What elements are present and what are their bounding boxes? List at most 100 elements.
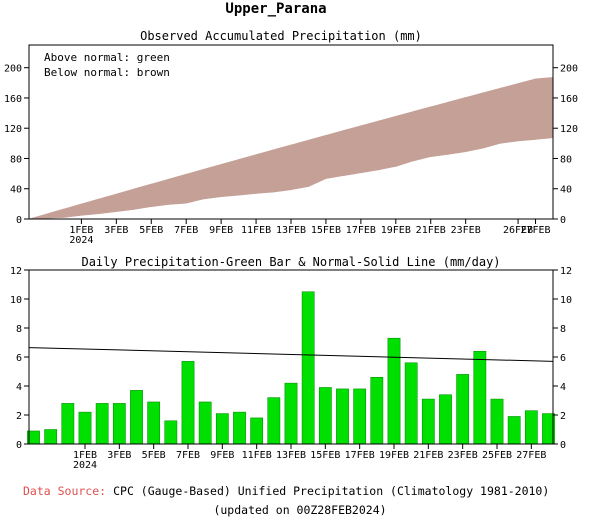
accum-xtick-label-5: 11FEB [241,225,271,236]
daily-xtick-label-8: 17FEB [345,450,375,461]
accum-segment-9 [185,168,204,204]
accum-segment-13 [255,149,274,194]
daily-ytick-label-right-5: 10 [560,295,572,306]
daily-bar-5 [112,403,126,445]
daily-xtick-label-9: 19FEB [379,450,409,461]
daily-bar-26 [473,350,487,445]
updated-text: (updated on 00Z28FEB2024) [213,503,386,517]
accum-segment-1 [46,208,65,219]
accum-chart: 0 0 40 40 80 80 120 120 160 160 200 200 1FEB 2024 3FEB… [4,44,578,246]
daily-bar-28 [507,416,521,445]
accum-segment-20 [378,115,397,171]
accum-ytick-label-right-2: 80 [560,154,572,165]
daily-bar-8 [164,420,178,445]
accum-ytick-label-left-3: 120 [4,124,22,135]
daily-ytick-label-left-6: 12 [10,266,22,277]
daily-bar-12 [233,411,246,445]
daily-bar-9 [181,361,195,445]
accum-segment-21 [395,111,414,167]
daily-bar-19 [353,388,367,445]
accum-segment-3 [81,198,100,216]
normal-line-layer [28,347,554,362]
daily-ytick-label-right-0: 0 [560,440,566,451]
accum-xtick-label-2: 5FEB [139,225,163,236]
daily-xtick-label-0: 1FEB 2024 [73,450,97,471]
daily-bar-2 [61,403,75,445]
daily-ytick-label-left-2: 4 [16,382,22,393]
accum-segment-23 [430,101,449,158]
daily-bar-29 [524,410,538,445]
daily-xtick-label-4: 9FEB [210,450,234,461]
daily-ytick-label-right-4: 8 [560,324,566,335]
daily-bar-24 [439,394,452,445]
legend-above: Above normal: green [44,51,170,64]
daily-ytick-label-right-6: 12 [560,266,572,277]
accum-xtick-label-12: 26FEB [503,225,533,236]
daily-bar-7 [147,401,161,445]
accum-segment-11 [220,159,239,198]
accum-segment-27 [500,83,519,144]
daily-bar-14 [267,397,281,445]
accum-segment-29 [535,77,554,140]
daily-bar-18 [336,388,349,445]
daily-bar-16 [301,291,315,445]
accum-ytick-label-right-0: 0 [560,215,566,226]
daily-bar-11 [215,413,229,445]
daily-ytick-label-left-3: 6 [16,353,22,364]
accum-segment-22 [412,106,432,162]
accum-ytick-label-right-3: 120 [560,124,578,135]
accum-segment-7 [150,178,170,208]
accum-ytick-label-left-1: 40 [10,185,22,196]
daily-ytick-label-left-1: 2 [16,411,22,422]
accum-xtick-label-9: 19FEB [381,225,411,236]
legend-below: Below normal: brown [44,66,170,79]
accum-segment-25 [465,92,484,153]
daily-xtick-label-10: 21FEB [413,450,443,461]
accum-xtick-label-4: 9FEB [209,225,233,236]
daily-bar-3 [78,411,92,445]
accum-segment-8 [168,173,187,205]
daily-bar-21 [387,337,401,445]
daily-bar-17 [318,387,332,445]
accum-segment-2 [63,203,82,218]
accum-xtick-label-6: 13FEB [276,225,306,236]
daily-bar-6 [130,390,143,445]
daily-ytick-label-right-2: 4 [560,382,566,393]
accum-ytick-label-left-0: 0 [16,215,22,226]
footer-source-line: Data Source: CPC (Gauge-Based) Unified Pr… [23,484,549,498]
accum-chart-title: Observed Accumulated Precipitation (mm) [140,29,422,43]
accum-segment-17 [325,130,344,179]
daily-bar-1 [44,429,58,445]
accum-ytick-label-left-2: 80 [10,154,22,165]
accum-segment-19 [360,120,379,174]
accum-axes: 0 0 40 40 80 80 120 120 160 160 200 200 1FEB 2024 3FEB… [4,64,578,246]
daily-axes: 0 0 2 2 4 4 6 6 8 8 10 10 12 12 1FEB 2024 3FEB 5FEB 7FEB 9F… [10,266,572,471]
accum-segment-15 [290,139,309,191]
daily-bar-4 [95,403,109,445]
daily-ytick-label-right-3: 6 [560,353,566,364]
figure-title: Upper_Parana [225,1,326,17]
accum-xtick-label-7: 15FEB [311,225,341,236]
daily-ytick-label-left-0: 0 [16,440,22,451]
accum-segment-18 [343,125,362,177]
accum-ytick-label-left-4: 160 [4,94,22,105]
accum-xtick-label-1: 3FEB [104,225,128,236]
accum-segment-6 [133,183,152,210]
accum-segment-12 [238,154,257,196]
accum-segment-4 [98,193,117,215]
daily-xtick-label-6: 13FEB [276,450,306,461]
daily-bar-23 [421,398,435,445]
daily-bar-27 [490,398,504,445]
source-label: Data Source: [23,484,106,498]
accum-ytick-label-right-1: 40 [560,185,572,196]
accum-ytick-label-left-5: 200 [4,64,22,75]
accum-ytick-label-right-4: 160 [560,94,578,105]
daily-xtick-label-13: 27FEB [516,450,546,461]
accum-xtick-label-3: 7FEB [174,225,198,236]
accum-fill-layer [28,77,554,220]
daily-bar-20 [370,377,384,445]
daily-bar-25 [456,374,470,445]
daily-ytick-label-left-4: 8 [16,324,22,335]
daily-xtick-label-11: 23FEB [448,450,478,461]
daily-chart-title: Daily Precipitation-Green Bar & Normal-S… [81,255,500,269]
